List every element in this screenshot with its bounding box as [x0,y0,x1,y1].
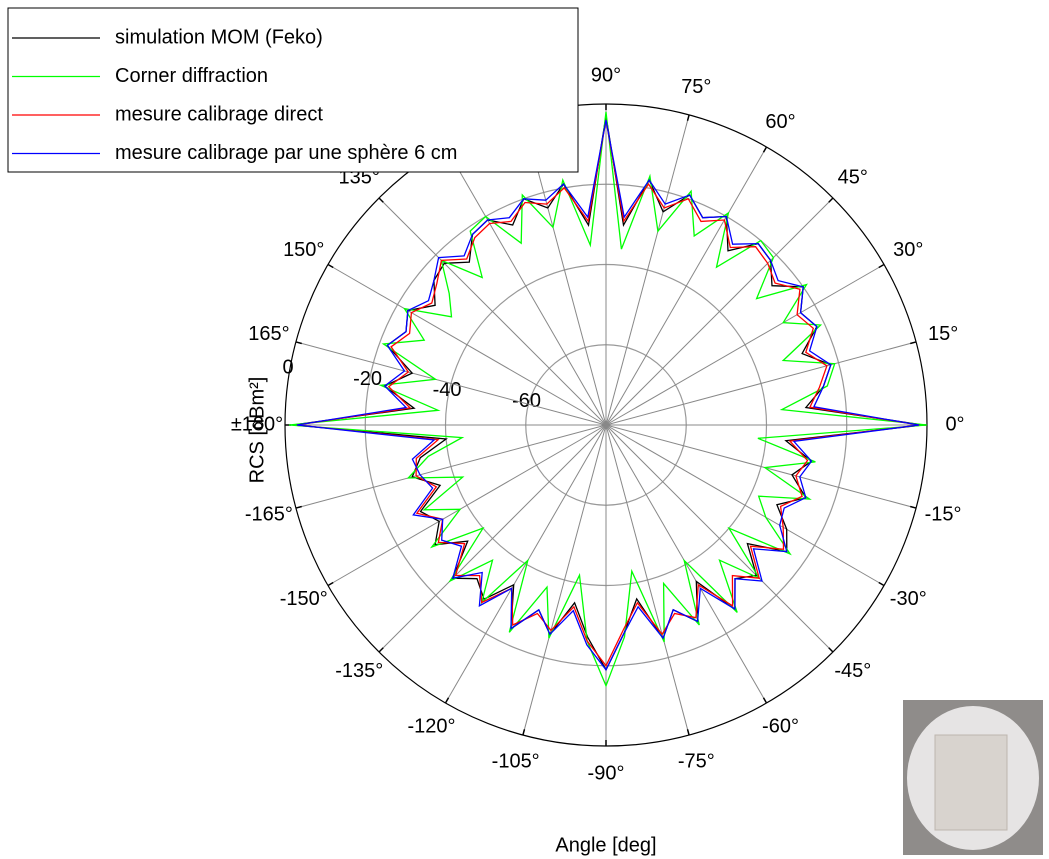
angle-tick-label: -75° [678,750,715,772]
grid-spoke [605,197,834,426]
r-tick-label: 0 [283,357,294,379]
legend-items: simulation MOM (Feko) Corner diffraction m… [12,26,457,164]
grid-spoke [605,424,885,586]
legend-label: Corner diffraction [115,65,268,87]
angle-tick-label: -120° [407,716,455,738]
grid-spoke [605,341,917,426]
angle-tick-label: -150° [280,588,328,610]
angle-tick [327,581,334,587]
angle-tick-label: -135° [335,660,383,682]
grid-spoke [605,424,690,736]
r-tick-label: -20 [353,368,382,390]
grid-spoke [522,424,607,736]
angle-tick [762,146,768,153]
angle-tick [378,647,384,653]
photo [903,700,1043,855]
grid-spoke [378,424,607,653]
angle-tick [295,341,302,345]
angle-tick [295,505,302,509]
series-line [292,115,924,672]
angle-tick [910,505,917,509]
grid-spoke [445,424,607,704]
r-tick-label: -60 [512,390,541,412]
angle-tick [444,697,450,704]
angle-tick [378,197,384,203]
angle-tick [327,263,334,269]
legend-label: simulation MOM (Feko) [115,26,323,48]
grid-spoke [605,424,917,509]
angle-tick-label: -90° [588,762,625,784]
grid-spoke [605,424,834,653]
grid-spoke [327,424,607,586]
angle-tick-label: 75° [681,76,711,98]
angle-tick [910,341,917,345]
grid-spoke [295,424,607,509]
angle-tick-label: 60° [765,111,795,133]
grid-spoke [295,341,607,426]
grid-spoke [327,264,607,426]
legend: simulation MOM (Feko) Corner diffraction m… [7,7,579,173]
series-line [296,119,920,672]
angle-tick-label: -60° [762,716,799,738]
legend-label: mesure calibrage par une sphère 6 cm [115,142,457,164]
angle-tick-label: -30° [890,588,927,610]
angle-tick-label: 0° [945,413,964,435]
grid-spoke [605,114,690,426]
angle-tick [828,197,834,203]
angle-tick [878,581,885,587]
x-axis-label: Angle [deg] [555,834,656,856]
angle-tick-label: -165° [245,504,293,526]
angle-tick [686,729,690,736]
angle-tick [522,729,526,736]
angle-tick-label: 90° [591,64,621,86]
grid-spoke [605,264,885,426]
legend-box [7,7,579,173]
angle-tick-label: 150° [283,239,324,261]
angle-tick [878,263,885,269]
angle-tick-label: ±180° [231,413,283,435]
angle-tick-label: 15° [928,323,958,345]
angle-tick-label: -15° [925,504,962,526]
angle-tick-label: -105° [492,750,540,772]
angle-tick [828,647,834,653]
angle-tick-label: 45° [838,167,868,189]
angle-tick [686,114,690,121]
y-axis-label: RCS [dBm²] [246,377,268,484]
angle-tick [762,697,768,704]
grid-spoke [378,197,607,426]
angle-tick-label: 165° [248,323,289,345]
grid-spoke [605,146,767,426]
legend-label: mesure calibrage direct [115,103,323,125]
angle-tick-label: 30° [893,239,923,261]
photo-sample [934,734,1008,831]
grid-spoke [445,146,607,426]
series-line [288,111,928,688]
series-line [296,119,920,668]
angle-tick-label: -45° [834,660,871,682]
grid-spoke [605,424,767,704]
